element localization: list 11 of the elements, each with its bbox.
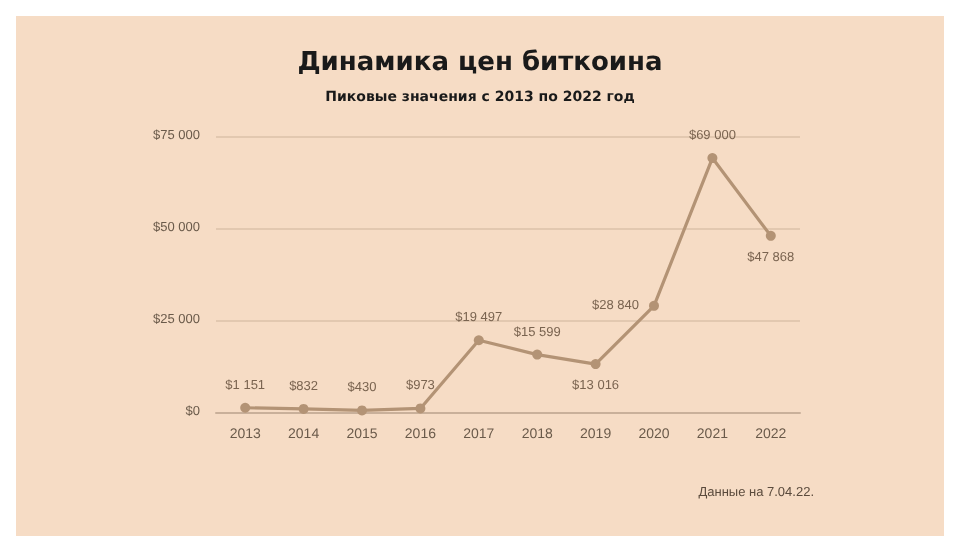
point bbox=[532, 349, 543, 360]
point bbox=[240, 402, 251, 413]
point bbox=[707, 153, 718, 164]
point bbox=[649, 300, 659, 311]
chart-title: Динамика цен биткоина bbox=[297, 48, 663, 78]
point bbox=[298, 403, 309, 414]
point bbox=[590, 359, 601, 370]
point bbox=[473, 335, 484, 346]
point bbox=[357, 405, 367, 416]
point bbox=[765, 230, 776, 241]
point bbox=[415, 403, 426, 414]
